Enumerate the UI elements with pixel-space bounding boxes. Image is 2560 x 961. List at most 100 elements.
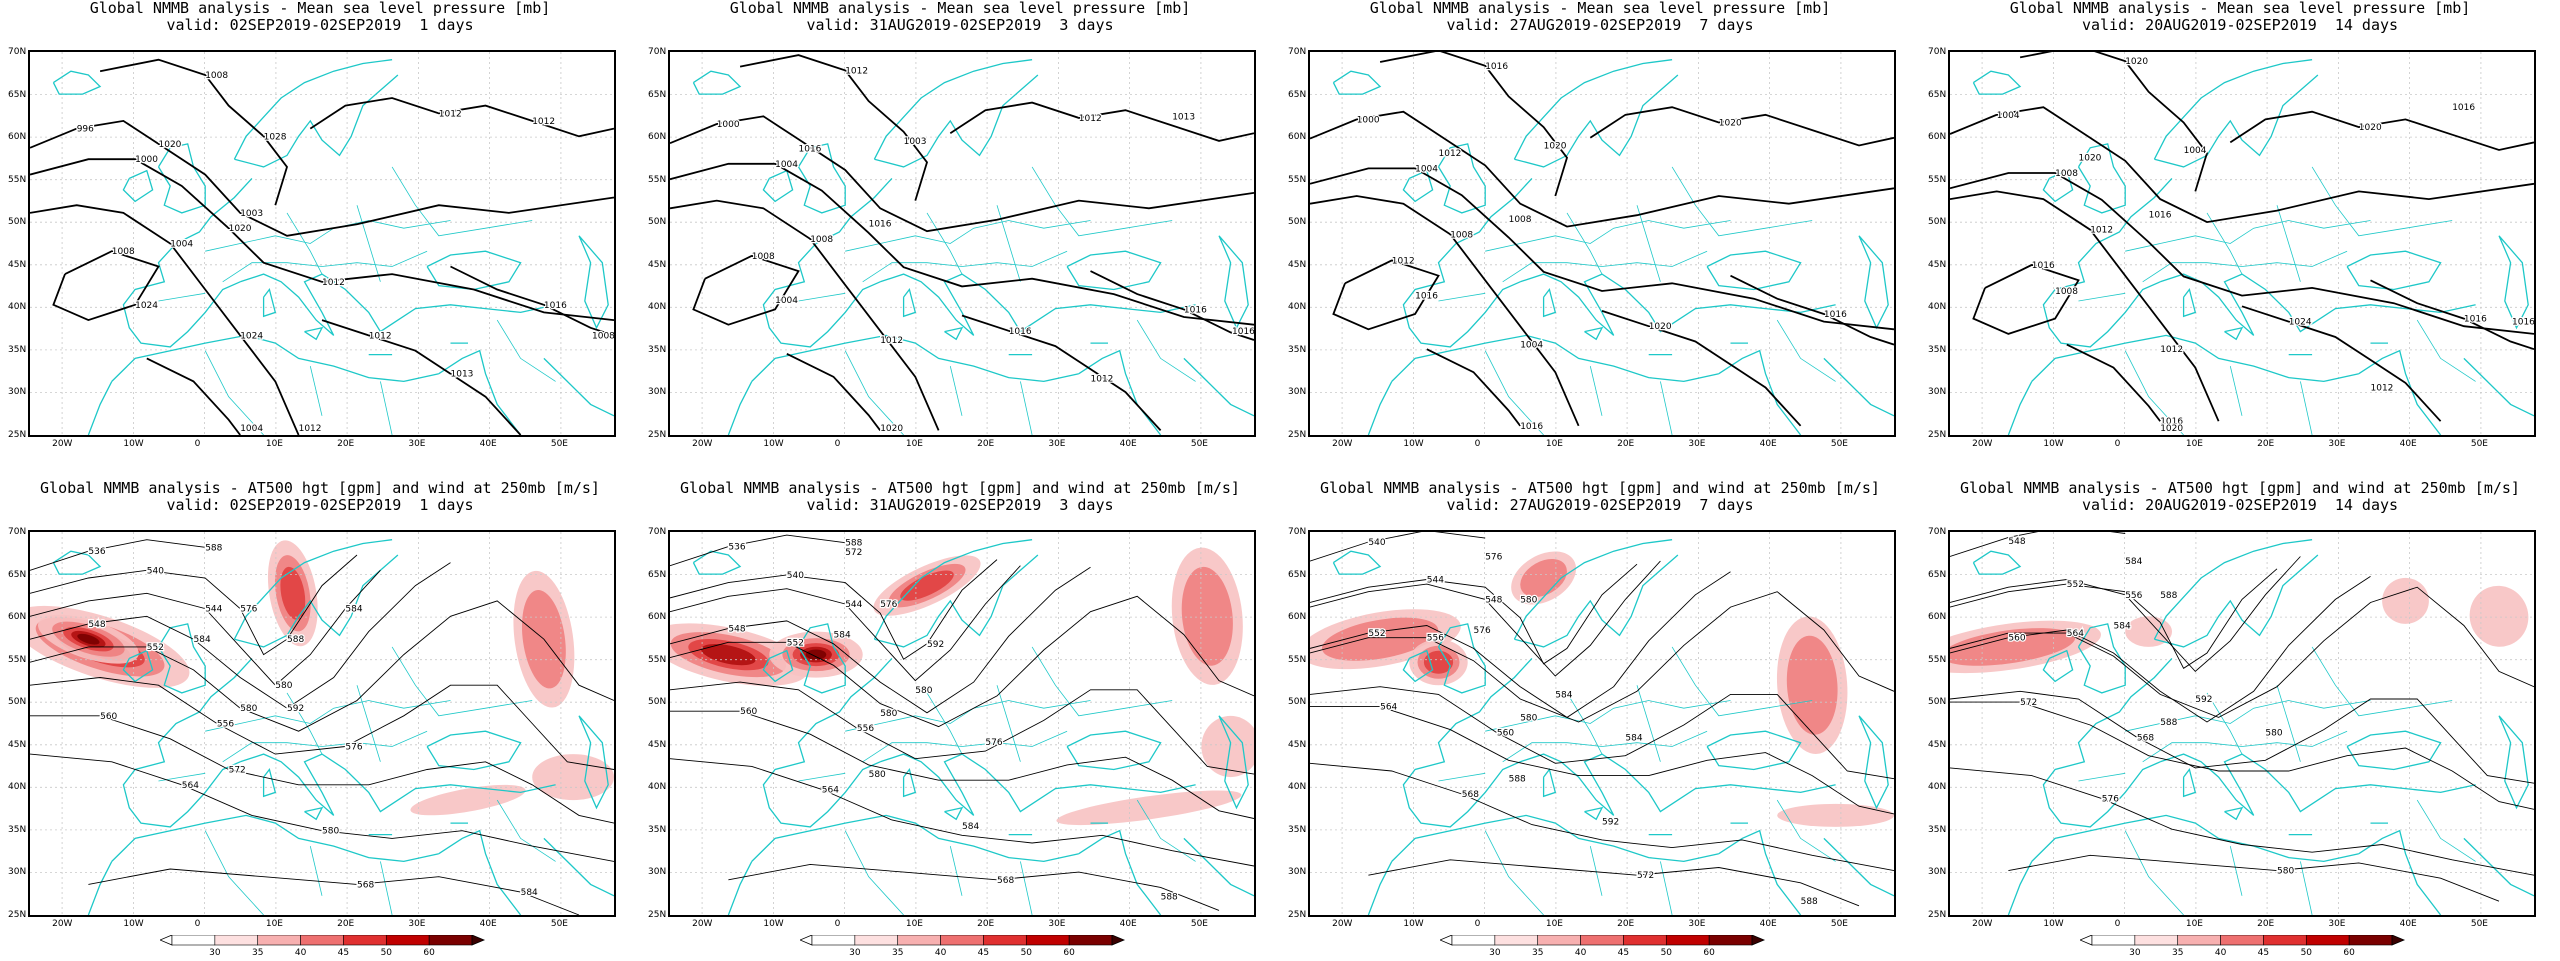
isobar [1310, 195, 1580, 427]
wind-speed-shading [1056, 790, 1242, 826]
colorbar-swatch [811, 934, 856, 946]
height-contour [30, 677, 614, 770]
colorbar-tick-label: 30 [209, 948, 221, 957]
colorbar-swatch [854, 934, 899, 946]
contour-label: 556 [217, 720, 234, 730]
wind-colorbar: 30 35 40 45 50 60 [2078, 934, 2410, 958]
latitude-label: 60N [1288, 132, 1307, 143]
coastline [1218, 715, 1249, 810]
coastline [234, 554, 399, 648]
country-border [1485, 700, 1731, 732]
contour-label: 1013 [1172, 112, 1195, 122]
colorbar-tick-label: 35 [892, 948, 903, 957]
coastline [52, 550, 102, 575]
country-border [2416, 319, 2476, 382]
colorbar-tick-label: 35 [1532, 948, 1543, 957]
country-border [845, 700, 1091, 732]
colorbar-swatch [2091, 934, 2136, 946]
latitude-label: 70N [1288, 527, 1307, 537]
country-border [1438, 292, 1486, 302]
coastline [2358, 829, 2442, 915]
colorbar-swatch [1708, 934, 1753, 946]
longitude-label: 0 [1474, 919, 1481, 929]
panel-mslp-14day: Global NMMB analysis - Mean sea level pr… [1920, 0, 2560, 480]
coastline [111, 814, 439, 863]
contour-label: 548 [728, 625, 745, 635]
country-border [204, 830, 264, 915]
colorbar-tick-label: 30 [1489, 948, 1501, 957]
longitude-label: 30E [2328, 439, 2346, 449]
coastline [873, 59, 1033, 160]
colorbar-swatch [343, 934, 387, 946]
colorbar-swatch [1537, 934, 1581, 946]
colorbar-swatch [2348, 934, 2393, 946]
contour-label: 1016 [2032, 261, 2055, 271]
height-contour [1950, 556, 2301, 673]
coastline [304, 806, 324, 821]
isobar [739, 54, 928, 201]
coastline [879, 753, 1196, 816]
colorbar-arrow-low [2078, 934, 2093, 946]
longitude-label: 40E [2399, 439, 2417, 449]
coastline [1402, 169, 1434, 203]
height-contour [1310, 560, 1661, 677]
country-border [1136, 799, 1196, 862]
contour-label: 548 [2008, 537, 2025, 547]
country-border [204, 350, 264, 435]
contour-label: 588 [205, 543, 222, 553]
coastline [1437, 623, 1486, 694]
country-border [1776, 319, 1836, 382]
longitude-label: 10E [265, 919, 283, 929]
colorbar-swatch [940, 934, 984, 946]
latitude-label: 40N [648, 782, 667, 793]
contour-label: 1004 [1997, 111, 2020, 121]
coastline [239, 753, 556, 816]
coastline [2498, 235, 2529, 330]
contour-label: 572 [205, 543, 222, 553]
longitude-label: 40E [2399, 919, 2417, 929]
country-border [2142, 250, 2348, 283]
coastline [233, 59, 393, 160]
latitude-label: 65N [1928, 569, 1947, 580]
panel-valid-range: valid: 02SEP2019-02SEP2019 1 days [166, 16, 474, 34]
longitude-label: 30E [408, 919, 426, 929]
longitude-label: 20E [337, 919, 355, 929]
height-contour [670, 681, 1254, 775]
longitude-label: 20E [2257, 439, 2275, 449]
height-contour [30, 554, 358, 656]
longitude-label: 20E [1617, 919, 1635, 929]
coastline [2042, 177, 2173, 348]
contour-label: 584 [2114, 622, 2131, 632]
contour-label: 1016 [2512, 318, 2534, 328]
country-border [2124, 830, 2184, 915]
coastline [543, 357, 614, 417]
coastline [1858, 235, 1889, 330]
country-border [158, 292, 206, 302]
country-border [496, 319, 556, 382]
isobar [1310, 110, 1894, 228]
map-canvas: 1000 1004 1008 1008 1012 1012 1016 1016 1020 1016… [670, 52, 1254, 435]
coastline [543, 837, 614, 897]
height-contour [1310, 706, 1894, 815]
isobar [961, 314, 1162, 432]
colorbar-arrow-low [798, 934, 813, 946]
isobar [30, 158, 614, 321]
contour-label: 1016 [1232, 327, 1254, 337]
colorbar-swatch [171, 934, 216, 946]
latitude-label: 70N [8, 47, 27, 57]
colorbar-tick-label: 45 [2258, 948, 2269, 957]
panel-title: Global NMMB analysis - AT500 hgt [gpm] a… [1320, 479, 1880, 497]
latitude-label: 35N [8, 824, 27, 835]
colorbar-tick-label: 40 [1575, 948, 1587, 957]
coastline [762, 177, 893, 348]
map-plot: 1000 1004 1008 1008 1012 1012 1016 1016 1020 1016… [668, 50, 1256, 437]
latitude-label: 50N [1928, 217, 1947, 228]
longitude-label: 40E [479, 919, 497, 929]
longitude-label: 20W [692, 439, 713, 449]
latitude-label: 50N [1928, 697, 1947, 708]
latitude-label: 55N [1288, 654, 1307, 665]
map-plot: 548 552 556 560 564 568 572 576 580 584 588 592 584 5… [1948, 530, 2536, 917]
contour-label: 588 [2160, 591, 2177, 601]
contour-label: 564 [1380, 703, 1397, 713]
wind-speed-shading [2469, 585, 2529, 647]
